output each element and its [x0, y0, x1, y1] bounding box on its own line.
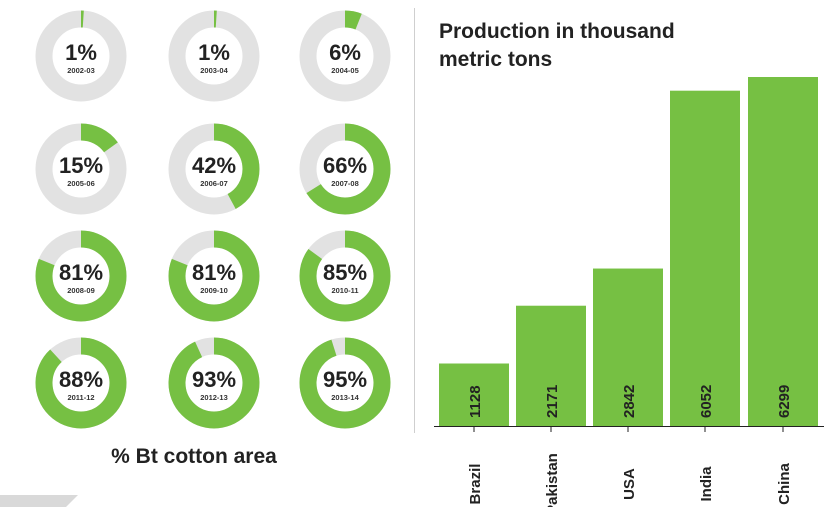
donut-2012-13: 93%2012-13 — [168, 337, 260, 429]
donut-fill — [299, 123, 391, 215]
bar-value-label: 2171 — [544, 385, 561, 418]
bar-category-label: USA — [621, 468, 638, 500]
bar-brazil — [439, 363, 509, 426]
donut-fill — [35, 10, 127, 102]
donut-fill — [35, 230, 127, 322]
donut-2013-14: 95%2013-14 — [299, 337, 391, 429]
donut-2009-10: 81%2009-10 — [168, 230, 260, 322]
bar-chart-title-line-2: metric tons — [439, 48, 552, 71]
donut-2011-12: 88%2011-12 — [35, 337, 127, 429]
donut-fill — [299, 10, 391, 102]
donut-grid-chart: 1%2002-031%2003-046%2004-0515%2005-0642%… — [35, 10, 391, 468]
donut-year-label: 2012-13 — [200, 393, 228, 402]
bar-china — [748, 77, 818, 426]
donut-year-label: 2006-07 — [200, 179, 228, 188]
donut-percent-label: 88% — [59, 367, 103, 392]
donut-fill — [299, 337, 391, 429]
donut-percent-label: 81% — [192, 260, 236, 285]
donut-2004-05: 6%2004-05 — [299, 10, 391, 102]
donut-fill — [168, 230, 260, 322]
donut-year-label: 2013-14 — [331, 393, 359, 402]
donut-fill — [168, 10, 260, 102]
bar-india — [670, 90, 740, 427]
donut-2002-03: 1%2002-03 — [35, 10, 127, 102]
donut-percent-label: 95% — [323, 367, 367, 392]
donut-percent-label: 6% — [329, 40, 361, 65]
bar-value-label: 6299 — [776, 385, 793, 418]
donut-2007-08: 66%2007-08 — [299, 123, 391, 215]
bar-chart-title-line-1: Production in thousand — [439, 20, 675, 43]
bar-value-label: 2842 — [621, 385, 638, 418]
donut-percent-label: 81% — [59, 260, 103, 285]
donut-2003-04: 1%2003-04 — [168, 10, 260, 102]
corner-accent — [0, 495, 78, 507]
donut-year-label: 2002-03 — [67, 66, 95, 75]
donut-2010-11: 85%2010-11 — [299, 230, 391, 322]
bar-category-label: China — [776, 463, 793, 505]
bar-category-label: India — [698, 466, 715, 502]
donut-fill — [35, 123, 127, 215]
donut-year-label: 2004-05 — [331, 66, 359, 75]
donut-year-label: 2007-08 — [331, 179, 359, 188]
bar-category-label: Brazil — [467, 464, 484, 505]
donut-percent-label: 42% — [192, 153, 236, 178]
donut-year-label: 2003-04 — [200, 66, 228, 75]
donut-percent-label: 66% — [323, 153, 367, 178]
production-panel: Production in thousand metric tons 1128 Bra… — [420, 0, 828, 507]
donut-fill — [35, 337, 127, 429]
bar-usa — [593, 268, 663, 426]
donut-year-label: 2011-12 — [67, 393, 94, 402]
bar-category-label: Pakistan — [544, 453, 561, 507]
bt-cotton-area-panel: 1% 2002-03 1% 2003-04 6% 2004-05 15% 2005-06 42%… — [0, 0, 410, 507]
donut-year-label: 2009-10 — [200, 286, 228, 295]
donut-percent-label: 15% — [59, 153, 103, 178]
bar-pakistan — [516, 305, 586, 426]
donut-year-label: 2010-11 — [331, 286, 358, 295]
donut-2006-07: 42%2006-07 — [168, 123, 260, 215]
donut-year-label: 2008-09 — [67, 286, 95, 295]
bar-chart-title: Production in thousand metric tons — [439, 20, 675, 71]
donut-2005-06: 15%2005-06 — [35, 123, 127, 215]
donut-grid-title: % Bt cotton area — [111, 445, 277, 468]
donut-percent-label: 93% — [192, 367, 236, 392]
bar-value-label: 6052 — [698, 385, 715, 418]
donut-percent-label: 85% — [323, 260, 367, 285]
donut-percent-label: 1% — [65, 40, 97, 65]
donut-fill — [168, 337, 260, 429]
donut-fill — [299, 230, 391, 322]
production-bar-chart: Production in thousand metric tons 1128 Bra… — [434, 20, 824, 507]
donut-year-label: 2005-06 — [67, 179, 95, 188]
bar-value-label: 1128 — [467, 385, 484, 418]
donut-2008-09: 81%2008-09 — [35, 230, 127, 322]
donut-fill — [168, 123, 260, 215]
panel-divider — [414, 8, 415, 433]
donut-percent-label: 1% — [198, 40, 230, 65]
